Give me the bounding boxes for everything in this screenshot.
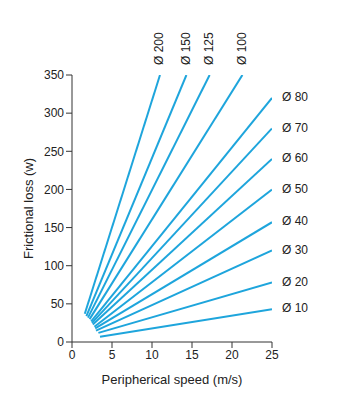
svg-text:Ø 125: Ø 125 [202, 32, 216, 65]
svg-text:Ø 40: Ø 40 [282, 214, 308, 228]
svg-text:Ø 80: Ø 80 [282, 90, 308, 104]
svg-text:100: 100 [44, 259, 64, 273]
svg-text:0: 0 [69, 348, 76, 362]
svg-text:300: 300 [44, 106, 64, 120]
svg-text:Ø 150: Ø 150 [179, 32, 193, 65]
svg-text:Ø 200: Ø 200 [152, 32, 166, 65]
svg-text:250: 250 [44, 145, 64, 159]
svg-text:50: 50 [51, 297, 65, 311]
svg-text:Ø 30: Ø 30 [282, 243, 308, 257]
svg-text:Ø 60: Ø 60 [282, 151, 308, 165]
svg-text:150: 150 [44, 221, 64, 235]
svg-text:Frictional loss (w): Frictional loss (w) [21, 158, 36, 259]
svg-text:Ø 100: Ø 100 [235, 32, 249, 65]
svg-text:25: 25 [265, 348, 279, 362]
svg-text:Ø 70: Ø 70 [282, 121, 308, 135]
svg-text:350: 350 [44, 68, 64, 82]
svg-text:Ø 20: Ø 20 [282, 275, 308, 289]
svg-text:Ø 50: Ø 50 [282, 182, 308, 196]
svg-text:5: 5 [109, 348, 116, 362]
svg-text:Ø 10: Ø 10 [282, 301, 308, 315]
svg-text:15: 15 [185, 348, 199, 362]
svg-text:0: 0 [57, 335, 64, 349]
svg-text:Peripherical speed (m/s): Peripherical speed (m/s) [102, 372, 243, 387]
svg-text:20: 20 [225, 348, 239, 362]
svg-text:200: 200 [44, 183, 64, 197]
svg-text:10: 10 [145, 348, 159, 362]
